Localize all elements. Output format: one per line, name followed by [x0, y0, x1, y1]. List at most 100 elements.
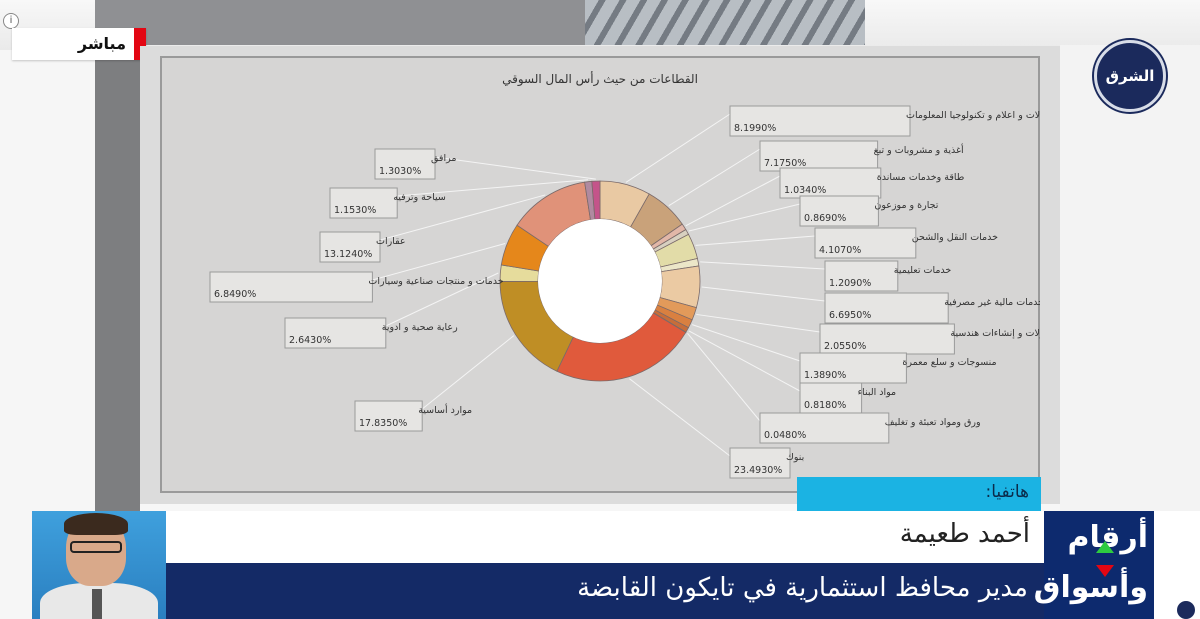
chart-title: القطاعات من حيث رأس المال السوقي: [502, 71, 698, 87]
leader-line: [685, 175, 781, 227]
slice-label-value: 0.0480%: [764, 430, 806, 441]
slice-label: أغذية و مشروبات و تبغ 7.1750%: [759, 140, 964, 172]
leader-line: [687, 333, 761, 422]
slice-label-name: ورق ومواد تعبئة و تغليف: [885, 417, 981, 428]
slice-label-value: 17.8350%: [359, 418, 407, 429]
slice-label-name: اتصالات و اعلام و تكنولوجيا المعلومات: [906, 110, 1040, 121]
slice-label-value: 2.0550%: [824, 341, 866, 352]
leader-line: [421, 335, 515, 410]
slice-label: ورق ومواد تعبئة و تغليف 0.0480%: [759, 412, 981, 444]
slice-label-name: خدمات النقل والشحن: [912, 232, 998, 243]
slice-label-value: 23.4930%: [734, 465, 782, 476]
slice-label: اتصالات و اعلام و تكنولوجيا المعلومات 8.1…: [729, 105, 1040, 137]
slice-label-box: [799, 195, 879, 227]
slice-label-box: [319, 231, 381, 263]
slice-label-value: 0.8690%: [804, 213, 846, 224]
slice-label-box: [824, 260, 899, 292]
slice-label-name: عقارات: [376, 236, 406, 247]
slice-label: مقاولات و إنشاءات هندسية 2.0550%: [819, 323, 1040, 355]
guest-name: أحمد طعيمة: [899, 519, 1030, 549]
leader-line: [397, 179, 589, 197]
brand-line-2: وأسواق: [1033, 570, 1148, 605]
slice-label-box: [814, 227, 917, 259]
slice-label-value: 6.6950%: [829, 310, 871, 321]
slice-label-box: [209, 271, 373, 303]
guest-name-bar: أحمد طعيمة: [166, 511, 1044, 563]
slice-label: خدمات تعليمية 1.2090%: [824, 260, 951, 292]
slice-label-value: 6.8490%: [214, 289, 256, 300]
slice-label: سياحة وترفيه 1.1530%: [329, 187, 446, 219]
slice-label-value: 1.1530%: [334, 205, 376, 216]
slice-label-box: [284, 317, 387, 349]
slice-label-box: [824, 292, 949, 324]
guest-hair: [64, 513, 128, 535]
slice-label-box: [799, 352, 907, 384]
arrow-up-icon: [1096, 541, 1114, 553]
slice-label-box: [729, 105, 911, 137]
slice-label: خدمات مالية غير مصرفية 6.6950%: [824, 292, 1040, 324]
slice-label-value: 0.8180%: [804, 400, 846, 411]
caller-tag: هاتفيا:: [797, 477, 1041, 511]
info-icon[interactable]: i: [3, 13, 19, 29]
slice-label-box: [354, 400, 423, 432]
arrow-down-icon: [1096, 565, 1114, 577]
slice-label-name: مقاولات و إنشاءات هندسية: [950, 328, 1040, 339]
slice-label-box: [759, 412, 890, 444]
slice-label-name: بنوك: [786, 452, 804, 463]
slice-label: رعاية صحية و ادوية 2.6430%: [284, 317, 458, 349]
guest-glasses: [70, 541, 122, 553]
program-brand: أرقام وأسواق: [1034, 511, 1154, 619]
slice-label-name: موارد أساسية: [418, 403, 472, 416]
guest-tie: [92, 589, 102, 619]
leader-line: [668, 148, 761, 207]
slice-label-name: مواد البناء: [858, 387, 897, 398]
slice-label: عقارات 13.1240%: [319, 231, 406, 263]
leader-line: [372, 242, 506, 281]
leader-line: [434, 156, 596, 180]
leader-line: [625, 113, 731, 183]
leader-lines: [372, 113, 826, 457]
guest-title: مدير محافظ استثمارية في تايكون القابضة: [577, 573, 1028, 603]
slice-label: مرافق 1.3030%: [374, 148, 456, 180]
slice-label-value: 1.0340%: [784, 185, 826, 196]
slice-label-name: سياحة وترفيه: [393, 192, 446, 203]
slice-label-value: 13.1240%: [324, 249, 372, 260]
slice-label-box: [759, 140, 879, 172]
slice-labels: اتصالات و اعلام و تكنولوجيا المعلومات 8.1…: [209, 105, 1040, 479]
slice-label: تجارة و موزعون 0.8690%: [799, 195, 939, 227]
slice-label-box: [729, 447, 791, 479]
slice-label: خدمات و منتجات صناعية وسيارات 6.8490%: [209, 271, 504, 303]
slice-label-name: منسوجات و سلع معمرة: [902, 357, 996, 368]
slice-label: خدمات النقل والشحن 4.1070%: [814, 227, 998, 259]
slice-label-name: أغذية و مشروبات و تبغ: [874, 143, 964, 156]
slice-label-name: خدمات مالية غير مصرفية: [944, 297, 1040, 308]
slice-label-box: [374, 148, 436, 180]
slice-label: موارد أساسية 17.8350%: [354, 400, 472, 432]
leader-line: [688, 203, 801, 232]
slice-label: بنوك 23.4930%: [729, 447, 804, 479]
slice-label-value: 2.6430%: [289, 335, 331, 346]
leader-line: [701, 286, 826, 302]
brand-side-panel: [1154, 511, 1200, 619]
slice-label-value: 7.1750%: [764, 158, 806, 169]
slice-label-box: [819, 323, 955, 355]
slice-label-value: 8.1990%: [734, 123, 776, 134]
caller-tag-text: هاتفيا:: [985, 482, 1029, 502]
slice-label-value: 4.1070%: [819, 245, 861, 256]
leader-line: [695, 235, 816, 246]
slice-label-value: 1.3030%: [379, 166, 421, 177]
leader-line: [700, 261, 826, 270]
slice-label: مواد البناء 0.8180%: [799, 382, 897, 414]
slice-label: منسوجات و سلع معمرة 1.3890%: [799, 352, 997, 384]
leader-line: [696, 313, 821, 333]
leader-line: [688, 330, 801, 392]
backdrop-window: [585, 0, 865, 45]
slice-label-value: 1.2090%: [829, 278, 871, 289]
guest-photo: [32, 511, 166, 619]
backdrop-right: [1060, 45, 1200, 515]
live-badge: مباشر: [12, 28, 146, 60]
leader-line: [692, 324, 801, 362]
backdrop-left: [95, 45, 140, 515]
donut-hole: [538, 219, 662, 343]
leader-line: [379, 194, 546, 241]
